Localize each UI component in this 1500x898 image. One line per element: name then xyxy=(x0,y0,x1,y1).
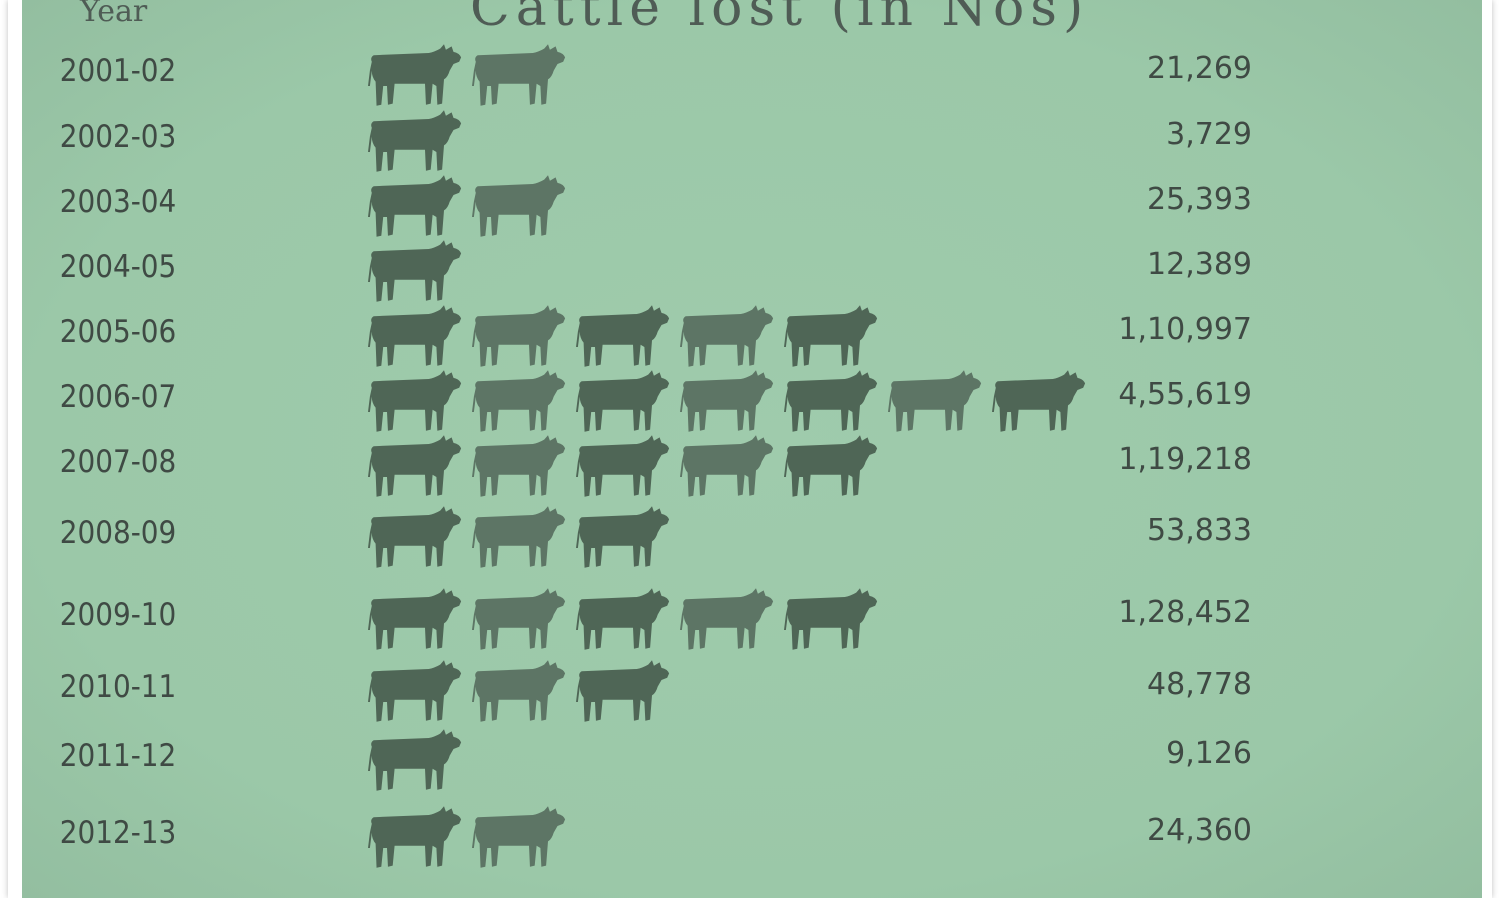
year-label: 2003-04 xyxy=(59,184,177,220)
cow-icon xyxy=(576,588,670,650)
cow-icon xyxy=(888,370,982,432)
value-label: 1,10,997 xyxy=(1118,312,1252,347)
cow-icon xyxy=(680,588,774,650)
value-label: 12,389 xyxy=(1147,247,1252,282)
cow-icon xyxy=(368,729,462,791)
value-label: 24,360 xyxy=(1147,813,1252,848)
cow-icon xyxy=(368,44,462,106)
value-label: 25,393 xyxy=(1147,182,1252,217)
value-label: 9,126 xyxy=(1166,736,1252,771)
cow-icon xyxy=(680,305,774,367)
cow-icon xyxy=(368,588,462,650)
cow-icon xyxy=(472,44,566,106)
cow-icon xyxy=(368,435,462,497)
year-label: 2004-05 xyxy=(59,249,177,285)
value-label: 1,19,218 xyxy=(1118,442,1252,477)
cow-icon xyxy=(576,305,670,367)
cow-icon xyxy=(472,435,566,497)
cow-icon xyxy=(472,305,566,367)
cow-icon xyxy=(784,370,878,432)
cow-icon xyxy=(784,588,878,650)
year-label: 2006-07 xyxy=(59,379,177,415)
year-label: 2009-10 xyxy=(59,597,177,633)
cow-icon xyxy=(472,660,566,722)
value-label: 1,28,452 xyxy=(1118,595,1252,630)
cow-icon xyxy=(784,435,878,497)
cow-icon xyxy=(784,305,878,367)
cow-icon xyxy=(368,370,462,432)
cow-icon xyxy=(576,370,670,432)
year-label: 2008-09 xyxy=(59,515,177,551)
year-label: 2002-03 xyxy=(59,119,177,155)
cow-icon xyxy=(472,588,566,650)
cow-icon xyxy=(368,110,462,172)
year-label: 2011-12 xyxy=(59,738,177,774)
cow-icon xyxy=(368,660,462,722)
cow-icon xyxy=(472,506,566,568)
year-label: 2007-08 xyxy=(59,444,177,480)
cow-icon xyxy=(576,506,670,568)
cow-icon xyxy=(472,806,566,868)
value-label: 53,833 xyxy=(1147,513,1252,548)
cow-icon xyxy=(680,370,774,432)
cow-icon xyxy=(368,175,462,237)
cow-icon xyxy=(368,806,462,868)
year-column-header: Year xyxy=(80,0,148,29)
value-label: 21,269 xyxy=(1147,51,1252,86)
cow-icon xyxy=(368,506,462,568)
cow-icon xyxy=(368,305,462,367)
year-label: 2005-06 xyxy=(59,314,177,350)
year-label: 2012-13 xyxy=(59,815,177,851)
chart-title: Cattle lost (in Nos) xyxy=(470,0,1090,38)
cow-icon xyxy=(472,175,566,237)
cow-icon xyxy=(576,660,670,722)
cow-icon xyxy=(472,370,566,432)
cow-icon xyxy=(680,435,774,497)
year-label: 2001-02 xyxy=(59,53,177,89)
value-label: 48,778 xyxy=(1147,667,1252,702)
cow-icon xyxy=(368,240,462,302)
cow-icon xyxy=(576,435,670,497)
value-label: 4,55,619 xyxy=(1118,377,1252,412)
year-label: 2010-11 xyxy=(59,669,177,705)
value-label: 3,729 xyxy=(1166,117,1252,152)
